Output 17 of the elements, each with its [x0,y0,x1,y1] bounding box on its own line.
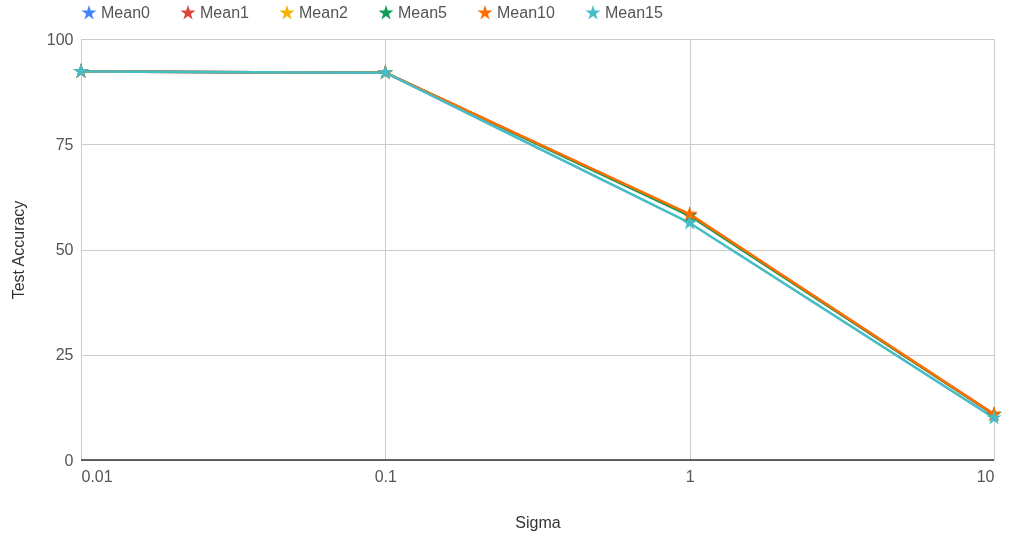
legend-label: Mean1 [200,4,250,21]
x-tick-label: 0.01 [81,467,113,485]
x-tick-label: 0.1 [374,467,398,485]
legend-label: Mean15 [605,4,663,21]
y-axis-title: Test Accuracy [9,200,27,300]
x-axis-title: Sigma [515,513,561,531]
y-tick-label: 50 [55,241,74,258]
legend-label: Mean5 [398,4,448,21]
legend-label: Mean10 [497,4,555,21]
legend-label: Mean0 [101,4,151,21]
y-tick-label: 25 [55,346,74,364]
y-tick-label: 0 [64,451,74,469]
x-tick-label: 10 [976,467,995,485]
x-tick-label: 1 [685,467,695,485]
y-tick-label: 75 [55,135,74,153]
y-tick-label: 100 [46,30,74,48]
legend-label: Mean2 [299,4,349,21]
